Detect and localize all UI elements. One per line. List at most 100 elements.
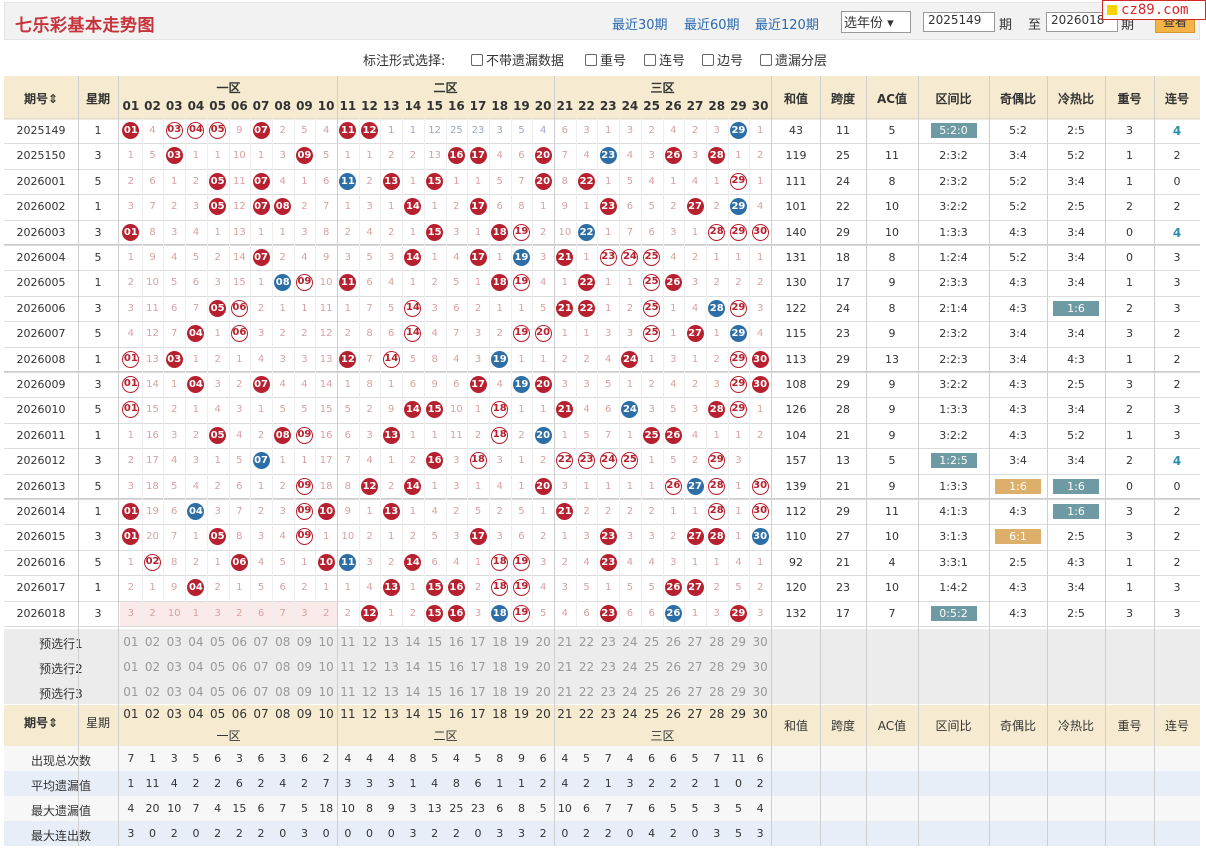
issue-from-input[interactable]: 2025149: [923, 12, 995, 32]
preselect-number[interactable]: 13: [383, 685, 399, 699]
preselect-number[interactable]: 29: [730, 635, 747, 649]
preselect-number[interactable]: 22: [578, 685, 595, 699]
preselect-number[interactable]: 18: [492, 635, 508, 649]
preselect-number[interactable]: 08: [275, 635, 291, 649]
preselect-number[interactable]: 17: [470, 635, 486, 649]
checkbox-repeat[interactable]: 重号: [585, 50, 626, 69]
preselect-number[interactable]: 23: [600, 635, 616, 649]
preselect-number[interactable]: 12: [361, 635, 378, 649]
preselect-number[interactable]: 10: [318, 685, 334, 699]
preselect-number[interactable]: 12: [361, 660, 378, 674]
preselect-number[interactable]: 07: [253, 635, 269, 649]
checkbox-box[interactable]: [702, 53, 714, 66]
preselect-number[interactable]: 30: [752, 685, 768, 699]
preselect-number[interactable]: 14: [405, 660, 421, 674]
preselect-number[interactable]: 16: [448, 635, 464, 649]
preselect-number[interactable]: 10: [318, 635, 334, 649]
preselect-number[interactable]: 26: [665, 685, 681, 699]
issue-to-input[interactable]: 2026018: [1046, 12, 1118, 32]
checkbox-box[interactable]: [760, 53, 772, 66]
preselect-number[interactable]: 26: [665, 660, 681, 674]
checkbox-box[interactable]: [644, 53, 656, 66]
preselect-number[interactable]: 11: [340, 660, 356, 674]
preselect-number[interactable]: 10: [318, 660, 334, 674]
preselect-number[interactable]: 19: [513, 635, 530, 649]
preselect-number[interactable]: 01: [123, 660, 139, 674]
preselect-number[interactable]: 01: [123, 685, 139, 699]
checkbox-no-miss[interactable]: 不带遗漏数据: [471, 50, 564, 69]
preselect-number[interactable]: 04: [188, 685, 204, 699]
preselect-number[interactable]: 25: [644, 660, 660, 674]
preselect-number[interactable]: 16: [448, 685, 464, 699]
preselect-number[interactable]: 21: [557, 660, 573, 674]
preselect-number[interactable]: 20: [535, 635, 551, 649]
preselect-number[interactable]: 11: [340, 635, 356, 649]
checkbox-box[interactable]: [585, 53, 597, 66]
preselect-number[interactable]: 21: [557, 685, 573, 699]
preselect-number[interactable]: 09: [296, 660, 313, 674]
preselect-number[interactable]: 21: [557, 635, 573, 649]
preselect-number[interactable]: 05: [210, 685, 226, 699]
preselect-number[interactable]: 09: [296, 635, 313, 649]
preselect-number[interactable]: 08: [275, 660, 291, 674]
preselect-number[interactable]: 13: [383, 635, 399, 649]
preselect-number[interactable]: 03: [166, 660, 182, 674]
preselect-number[interactable]: 02: [144, 685, 161, 699]
preselect-number[interactable]: 26: [665, 635, 681, 649]
recent-30-link[interactable]: 最近30期: [612, 18, 668, 33]
preselect-number[interactable]: 30: [752, 660, 768, 674]
recent-120-link[interactable]: 最近120期: [755, 18, 819, 33]
preselect-number[interactable]: 15: [427, 635, 443, 649]
preselect-number[interactable]: 29: [730, 685, 747, 699]
preselect-number[interactable]: 16: [448, 660, 464, 674]
issue-header[interactable]: 期号⇕: [23, 92, 59, 106]
preselect-number[interactable]: 28: [709, 635, 725, 649]
preselect-number[interactable]: 02: [144, 660, 161, 674]
preselect-number[interactable]: 27: [687, 635, 703, 649]
preselect-number[interactable]: 12: [361, 685, 378, 699]
preselect-number[interactable]: 06: [231, 635, 247, 649]
preselect-number[interactable]: 01: [123, 635, 139, 649]
preselect-number[interactable]: 03: [166, 635, 182, 649]
preselect-number[interactable]: 17: [470, 660, 486, 674]
preselect-number[interactable]: 27: [687, 660, 703, 674]
preselect-number[interactable]: 29: [730, 660, 747, 674]
preselect-number[interactable]: 22: [578, 660, 595, 674]
preselect-number[interactable]: 19: [513, 685, 530, 699]
preselect-number[interactable]: 14: [405, 635, 421, 649]
preselect-number[interactable]: 15: [427, 685, 443, 699]
preselect-number[interactable]: 05: [210, 635, 226, 649]
preselect-number[interactable]: 07: [253, 660, 269, 674]
year-select[interactable]: 选年份 ▾: [841, 11, 911, 33]
preselect-number[interactable]: 04: [188, 660, 204, 674]
preselect-number[interactable]: 02: [144, 635, 161, 649]
preselect-number[interactable]: 28: [709, 660, 725, 674]
preselect-number[interactable]: 25: [644, 685, 660, 699]
preselect-number[interactable]: 23: [600, 660, 616, 674]
checkbox-layer[interactable]: 遗漏分层: [760, 50, 827, 69]
preselect-number[interactable]: 22: [578, 635, 595, 649]
preselect-number[interactable]: 07: [253, 685, 269, 699]
preselect-number[interactable]: 04: [188, 635, 204, 649]
checkbox-consecutive[interactable]: 连号: [644, 50, 685, 69]
preselect-number[interactable]: 15: [427, 660, 443, 674]
preselect-number[interactable]: 08: [275, 685, 291, 699]
checkbox-edge[interactable]: 边号: [702, 50, 743, 69]
preselect-number[interactable]: 18: [492, 660, 508, 674]
checkbox-box[interactable]: [471, 53, 483, 66]
preselect-number[interactable]: 23: [600, 685, 616, 699]
preselect-number[interactable]: 03: [166, 685, 182, 699]
preselect-number[interactable]: 27: [687, 685, 703, 699]
recent-60-link[interactable]: 最近60期: [684, 18, 740, 33]
preselect-number[interactable]: 20: [535, 660, 551, 674]
preselect-number[interactable]: 24: [622, 635, 638, 649]
preselect-number[interactable]: 19: [513, 660, 530, 674]
preselect-number[interactable]: 30: [752, 635, 768, 649]
preselect-number[interactable]: 06: [231, 660, 247, 674]
preselect-number[interactable]: 24: [622, 685, 638, 699]
preselect-number[interactable]: 28: [709, 685, 725, 699]
preselect-number[interactable]: 09: [296, 685, 313, 699]
preselect-number[interactable]: 20: [535, 685, 551, 699]
preselect-number[interactable]: 11: [340, 685, 356, 699]
preselect-number[interactable]: 06: [231, 685, 247, 699]
